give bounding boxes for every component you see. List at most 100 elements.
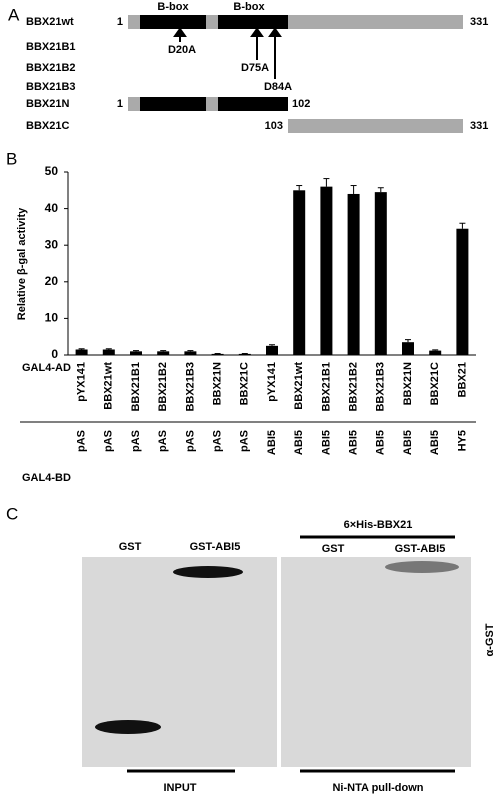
x-tick-label: BBX21B1 [320, 362, 332, 412]
bd-label: ABI5 [402, 430, 414, 455]
mutation-label: D75A [241, 62, 269, 74]
construct-label: BBX21B2 [26, 62, 76, 74]
bd-label: ABI5 [348, 430, 360, 455]
construct-label: BBX21N [26, 98, 69, 110]
bd-label: ABI5 [293, 430, 305, 455]
bar [402, 342, 414, 355]
x-tick-label: BBX21N [402, 362, 414, 405]
group-label: INPUT [164, 782, 197, 794]
y-tick-label: 50 [45, 164, 59, 178]
lane-label: GST-ABI5 [395, 543, 446, 555]
x-tick-label: BBX21C [239, 362, 251, 405]
x-tick-label: BBX21B3 [184, 362, 196, 412]
protein-n [128, 97, 288, 111]
panel-label: B [6, 149, 17, 168]
band [385, 561, 459, 573]
construct-label: BBX21wt [26, 16, 74, 28]
mutation-label: D84A [264, 81, 292, 93]
band [173, 566, 243, 578]
antibody-label: α-GST [484, 623, 496, 656]
bar [293, 190, 306, 355]
bd-label: pAS [130, 430, 142, 452]
bar [75, 349, 88, 355]
group-label: Ni-NTA pull-down [332, 782, 423, 794]
lane-label: GST [322, 543, 345, 555]
plot: 0 10 20 30 40 50 pYX141 pAS BBX21wt pAS BBX21B1 pAS… [45, 164, 476, 455]
y-tick-label: 0 [51, 347, 58, 361]
y-tick-label: 40 [45, 201, 59, 215]
construct-label: BBX21B1 [26, 41, 76, 53]
panel-label: C [6, 504, 18, 523]
domain-label: B-box [157, 1, 189, 13]
row-label: GAL4-AD [22, 362, 71, 374]
residue-label: 103 [265, 120, 283, 132]
bar [266, 345, 278, 355]
bbox [140, 15, 206, 29]
domain-label: B-box [233, 1, 265, 13]
y-tick-label: 20 [45, 274, 59, 288]
header: 6×His-BBX21 [344, 519, 413, 531]
bd-label: ABI5 [429, 430, 441, 455]
arrowhead [250, 27, 264, 37]
bar [130, 351, 142, 355]
bar [347, 193, 360, 355]
bd-label: pAS [184, 430, 196, 452]
x-tick-label: BBX21B1 [130, 362, 142, 412]
bar [238, 353, 251, 355]
backbone [128, 15, 463, 29]
x-tick-label: BBX21B2 [348, 362, 360, 412]
bd-label: pAS [239, 430, 251, 452]
bar [456, 228, 469, 355]
y-tick-label: 30 [45, 237, 59, 251]
arrowhead [268, 27, 282, 37]
x-tick-label: BBX21C [429, 362, 441, 405]
bd-label: pAS [157, 430, 169, 452]
y-axis-label: Relative β-gal activity [16, 207, 28, 320]
protein-c [288, 119, 463, 133]
bd-label: HY5 [456, 430, 468, 451]
bar [211, 353, 224, 355]
lane-label: GST [119, 541, 142, 553]
x-tick-label: pYX141 [76, 362, 88, 402]
bd-label: ABI5 [320, 430, 332, 455]
bd-label: pAS [103, 430, 115, 452]
x-tick-label: BBX21wt [103, 362, 115, 410]
lane-label: GST-ABI5 [190, 541, 241, 553]
bar [374, 192, 387, 355]
residue-label: 331 [470, 120, 488, 132]
x-tick-label: pYX141 [266, 362, 278, 402]
bar [157, 351, 170, 355]
row-label: GAL4-BD [22, 472, 71, 484]
bd-label: ABI5 [266, 430, 278, 455]
construct-label: BBX21B3 [26, 81, 76, 93]
panel-label: A [8, 5, 20, 24]
bbox [140, 97, 206, 111]
x-tick-label: BBX21B3 [375, 362, 387, 412]
y-tick-label: 10 [45, 311, 59, 325]
x-tick-label: BBX21B2 [157, 362, 169, 412]
arrows [173, 27, 282, 79]
blot [82, 557, 277, 767]
bd-label: ABI5 [375, 430, 387, 455]
bd-label: pAS [212, 430, 224, 452]
bar [184, 351, 197, 355]
x-tick-label: BBX21 [456, 362, 468, 397]
band [95, 720, 161, 734]
bar [102, 349, 115, 355]
bbox [218, 97, 288, 111]
residue-label: 1 [117, 16, 123, 28]
bar [429, 350, 442, 355]
bar [320, 186, 333, 355]
arrowhead [173, 27, 187, 37]
x-tick-label: BBX21wt [293, 362, 305, 410]
construct-label: BBX21C [26, 120, 69, 132]
blot [281, 557, 471, 767]
residue-label: 331 [470, 16, 488, 28]
bd-label: pAS [76, 430, 88, 452]
mutation-label: D20A [168, 44, 196, 56]
x-tick-label: BBX21N [212, 362, 224, 405]
residue-label: 1 [117, 98, 123, 110]
residue-label: 102 [292, 98, 310, 110]
bbox [218, 15, 288, 29]
